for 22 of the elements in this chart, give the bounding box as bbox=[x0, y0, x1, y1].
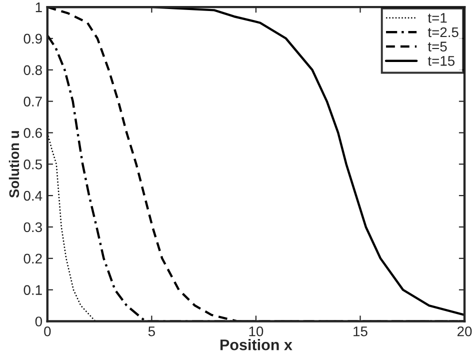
legend-label: t=1 bbox=[428, 13, 447, 23]
x-tick-label: 0 bbox=[44, 326, 51, 336]
y-tick-label: 0.6 bbox=[24, 128, 42, 138]
y-tick-label: 1 bbox=[36, 2, 42, 12]
x-tick-label: 15 bbox=[354, 326, 368, 336]
y-tick-label: 0.3 bbox=[24, 222, 42, 232]
x-axis-title: Position x bbox=[220, 339, 292, 350]
x-tick-label: 20 bbox=[457, 326, 472, 336]
legend-label: t=15 bbox=[428, 56, 455, 66]
legend-label: t=2.5 bbox=[428, 27, 458, 38]
y-tick-label: 0.9 bbox=[24, 34, 42, 44]
y-tick-label: 0.4 bbox=[24, 190, 42, 201]
y-tick-label: 0.1 bbox=[24, 285, 42, 295]
y-tick-label: 0.8 bbox=[24, 65, 42, 76]
y-tick-label: 0 bbox=[35, 316, 42, 326]
x-tick-label: 10 bbox=[249, 326, 264, 336]
y-axis-title: Solution u bbox=[8, 131, 20, 198]
y-tick-label: 0.5 bbox=[24, 159, 42, 170]
x-tick-label: 5 bbox=[148, 326, 155, 336]
y-tick-label: 0.2 bbox=[24, 254, 42, 264]
y-tick-label: 0.7 bbox=[24, 96, 42, 106]
legend-label: t=5 bbox=[428, 42, 447, 52]
